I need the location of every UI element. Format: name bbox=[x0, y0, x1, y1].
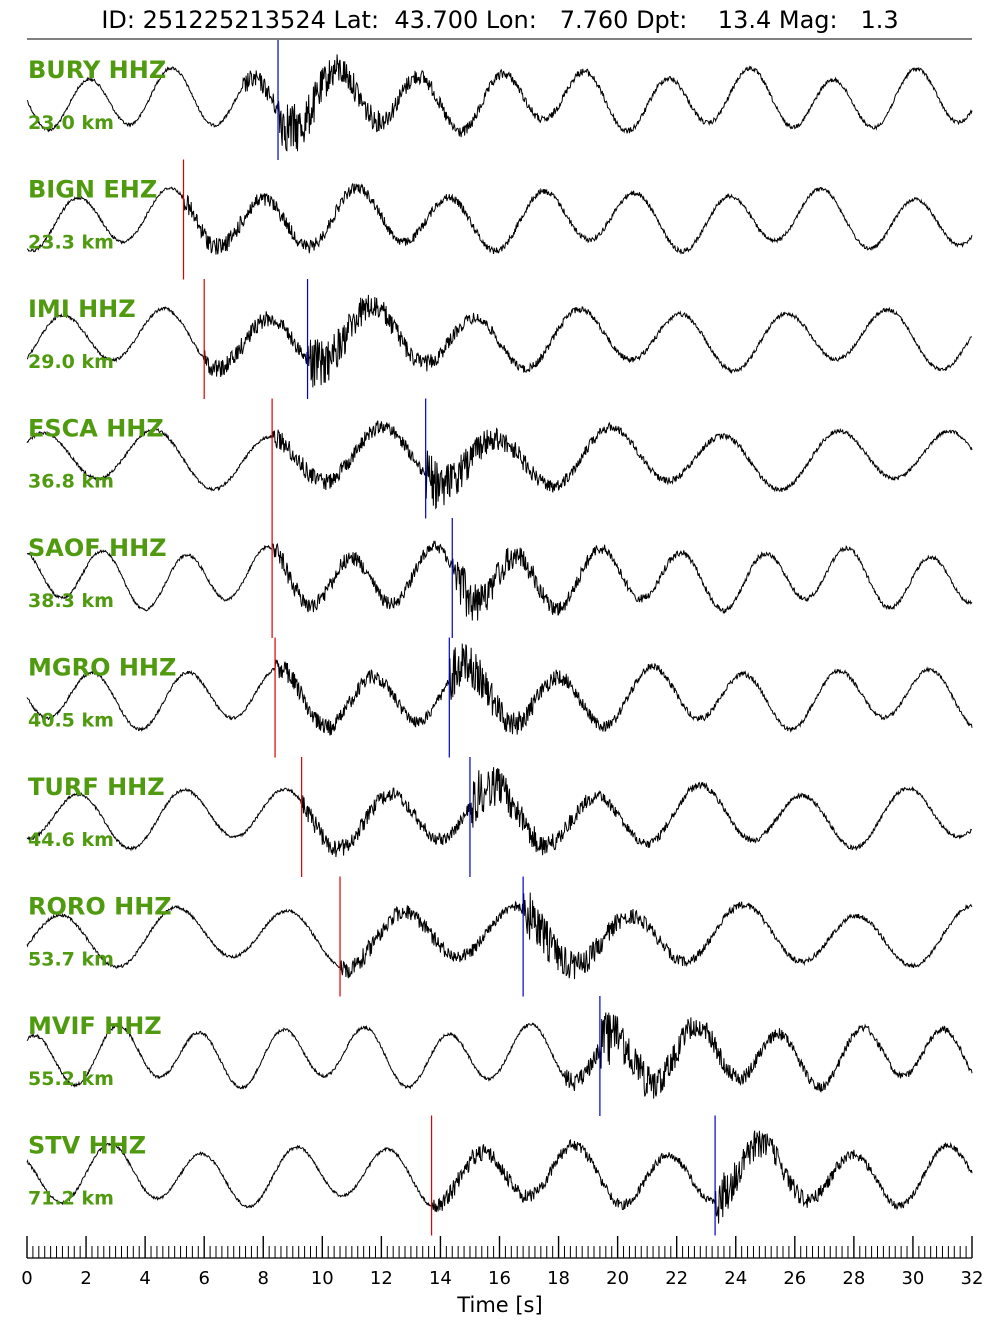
waveform-trace bbox=[26, 294, 973, 388]
waveform-trace bbox=[26, 1130, 973, 1224]
chart-title: ID: 251225213524 Lat: 43.700 Lon: 7.760 … bbox=[101, 6, 899, 34]
station-label: MVIF HHZ bbox=[28, 1012, 162, 1040]
distance-label: 38.3 km bbox=[28, 590, 114, 612]
station-label: BURY HHZ bbox=[28, 56, 166, 84]
x-tick-label: 8 bbox=[258, 1268, 269, 1289]
station-label: TURF HHZ bbox=[28, 773, 165, 801]
x-tick-label: 14 bbox=[429, 1268, 452, 1289]
x-tick-label: 16 bbox=[488, 1268, 511, 1289]
station-label: SAOF HHZ bbox=[28, 534, 167, 562]
x-tick-label: 22 bbox=[665, 1268, 688, 1289]
trace-group bbox=[26, 54, 973, 1224]
x-tick-label: 28 bbox=[842, 1268, 865, 1289]
distance-label: 55.2 km bbox=[28, 1068, 114, 1090]
station-label: BIGN EHZ bbox=[28, 176, 157, 204]
x-tick-label: 4 bbox=[139, 1268, 150, 1289]
waveform-trace bbox=[26, 183, 973, 255]
x-tick-label: 12 bbox=[370, 1268, 393, 1289]
x-tick-label: 20 bbox=[606, 1268, 629, 1289]
x-axis-label: Time [s] bbox=[456, 1293, 542, 1317]
distance-label: 71.2 km bbox=[28, 1188, 114, 1210]
waveform-trace bbox=[26, 420, 973, 510]
station-label: RORO HHZ bbox=[28, 893, 172, 921]
x-tick-label: 26 bbox=[783, 1268, 806, 1289]
waveform-trace bbox=[26, 892, 973, 980]
x-tick-label: 24 bbox=[724, 1268, 747, 1289]
waveform-trace bbox=[26, 54, 973, 152]
x-tick-label: 18 bbox=[547, 1268, 570, 1289]
station-label: IMI HHZ bbox=[28, 295, 136, 323]
distance-label: 36.8 km bbox=[28, 471, 114, 493]
station-label: STV HHZ bbox=[28, 1132, 146, 1160]
distance-label: 29.0 km bbox=[28, 351, 114, 373]
station-label: ESCA HHZ bbox=[28, 415, 164, 443]
distance-label: 44.6 km bbox=[28, 829, 114, 851]
distance-label: 40.5 km bbox=[28, 710, 114, 732]
x-tick-label: 6 bbox=[198, 1268, 209, 1289]
waveform-trace bbox=[26, 767, 973, 858]
waveform-trace bbox=[26, 643, 973, 736]
x-tick-label: 10 bbox=[311, 1268, 334, 1289]
x-tick-label: 30 bbox=[901, 1268, 924, 1289]
distance-label: 23.3 km bbox=[28, 232, 114, 254]
station-label: MGRO HHZ bbox=[28, 654, 176, 682]
x-tick-label: 32 bbox=[961, 1268, 984, 1289]
waveform-trace bbox=[26, 1012, 973, 1099]
x-tick-label: 0 bbox=[21, 1268, 32, 1289]
label-group: BURY HHZ 23.0 km BIGN EHZ 23.3 km IMI HHZ 29.… bbox=[28, 56, 176, 1210]
distance-label: 23.0 km bbox=[28, 112, 114, 134]
distance-label: 53.7 km bbox=[28, 949, 114, 971]
waveform-trace bbox=[26, 540, 973, 621]
pick-group bbox=[182, 40, 716, 1236]
x-tick-label: 2 bbox=[80, 1268, 91, 1289]
